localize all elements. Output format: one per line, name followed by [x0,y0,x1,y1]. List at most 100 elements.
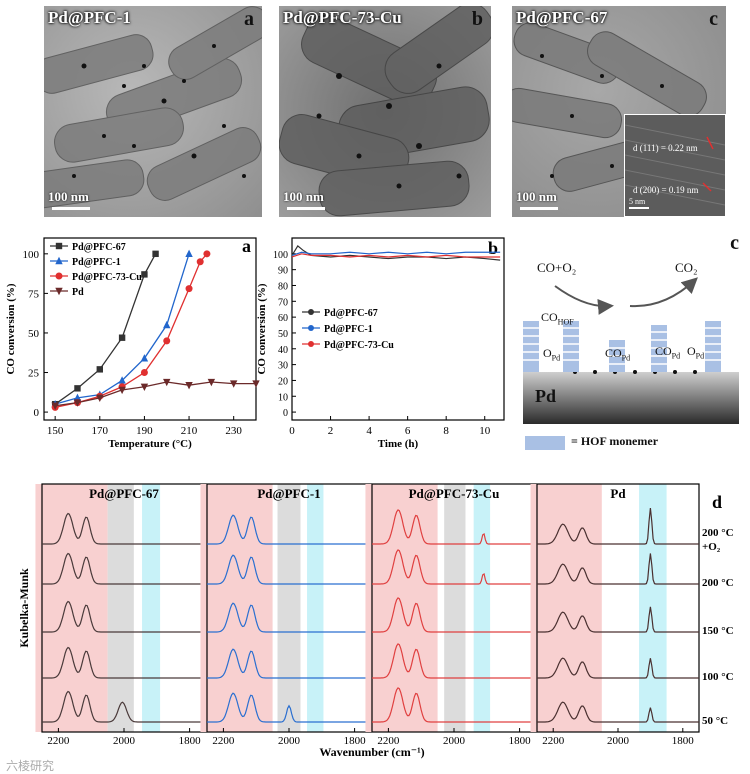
scale-bar [52,207,90,210]
co-pd-sub: Pd [621,353,631,363]
legend-label: Pd@PFC-73-Cu [72,272,142,283]
x-tick-label: 4 [366,425,372,437]
marker-triangle-down [51,402,59,410]
spectrum-line [207,602,371,633]
marker-square [118,334,126,341]
scheme-co-pd-2: COPd [655,344,680,360]
marker-triangle-down [185,381,193,390]
tem-title: Pd@PFC-73-Cu [283,8,402,27]
spectrum-line [207,692,371,723]
scheme-co-pd-1: COPd [605,346,630,362]
legend-label: Pd@PFC-1 [324,324,373,335]
series-line [55,381,256,407]
marker-triangle-down [118,386,126,395]
x-tick-label: 2200 [47,735,70,747]
legend-label: Pd [72,287,84,298]
spectrum-line [42,552,206,585]
scheme-pd-label: Pd [535,386,557,406]
marker-square [96,366,103,373]
temperature-label: 150 °C [702,625,734,637]
x-tick-label: 2000 [607,735,630,747]
o-pd-sub: Pd [695,351,705,361]
co-hof-text: CO [541,310,558,324]
y-axis-label: CO conversion (%) [256,283,268,374]
scheme-reactant: CO+O₂ [537,260,577,275]
tem-image-b: Pd@PFC-73-Cu b 100 nm [279,6,491,217]
marker-circle [185,285,193,293]
y-tick-label: 25 [28,368,40,380]
x-tick-label: 8 [443,425,449,437]
y-tick-label: 50 [28,328,40,340]
temperature-label: 200 °C [702,577,734,589]
scheme-graphic [523,277,739,450]
x-tick-label: 170 [92,425,109,437]
scale-label: 100 nm [516,189,557,204]
temperature-label: 200 °C [702,527,734,539]
x-tick-label: 2200 [377,735,400,747]
y-tick-label: 30 [278,361,288,372]
spectrum-line [207,648,371,679]
scheme-product: CO₂ [675,260,698,275]
series-line [291,253,501,258]
marker-triangle [55,256,63,265]
inset-label-200: d (200) = 0.19 nm [633,185,699,195]
spectrum-line [537,553,699,585]
spectrum-line [537,657,699,679]
x-tick-label: 230 [225,425,242,437]
hrtem-lattice [625,124,725,209]
x-tick-label: 1800 [672,735,695,747]
marker-triangle [73,393,82,402]
plot-frame [291,237,505,421]
y-tick-label: 100 [23,249,40,261]
y-axis-label: Kubelka-Munk [17,568,31,648]
x-tick-label: 1800 [344,735,367,747]
marker-triangle-down [207,378,216,387]
marker-triangle-down [229,380,238,388]
y-tick-label: 100 [273,250,288,261]
subpanel-title: Pd@PFC-1 [257,486,320,501]
chart-a-light-off: 150 170 190 210 230 0 25 50 75 100 Temperature (°C… [5,236,260,450]
band-hof [277,484,301,732]
co-hof-sub: HOF [557,317,574,327]
panel-letter: a [242,236,251,256]
x-tick-label: 2000 [278,735,301,747]
spectrum-line [42,512,206,545]
scheme-co-hof: COHOF [541,310,574,326]
temperature-label: +O₂ [702,541,721,553]
marker-circle [163,337,171,345]
scale-label: 100 nm [48,189,89,204]
marker-triangle [185,249,193,258]
marker-circle [55,272,63,280]
marker-triangle [118,376,126,384]
watermark: 六棱研究 [6,758,54,773]
x-tick-label: 190 [136,425,153,437]
legend-marker [308,309,314,315]
panel-letter: a [244,8,254,30]
plot-frame [43,237,257,421]
x-tick-label: 1800 [179,735,202,747]
x-axis-label: Temperature (°C) [108,438,192,450]
marker-triangle [140,354,149,362]
co-pd-text: CO [605,346,622,360]
spectrum-line [42,600,206,633]
tem-rods-c [512,22,707,192]
spectrum-line [372,597,536,633]
panel-letter: c [709,8,718,30]
marker-circle [140,369,148,377]
x-tick-label: 2200 [212,735,235,747]
tem-image-c: d (111) = 0.22 nm d (200) = 0.19 nm 5 nm… [512,6,726,217]
legend-label: Pd@PFC-67 [72,242,126,253]
marker-triangle-down [96,394,104,403]
y-axis-label: CO conversion (%) [5,283,17,374]
tem-title: Pd@PFC-67 [516,8,608,27]
band-hof [107,484,134,732]
marker-triangle-down [252,380,260,388]
spectrum-line [537,606,699,633]
co-pd-text: CO [655,344,672,358]
legend-label: Pd@PFC-73-Cu [324,340,394,351]
marker-square [55,242,63,250]
series-line [291,251,501,256]
marker-triangle-down [73,399,82,407]
y-tick-label: 20 [278,376,288,387]
y-tick-label: 60 [278,313,288,324]
